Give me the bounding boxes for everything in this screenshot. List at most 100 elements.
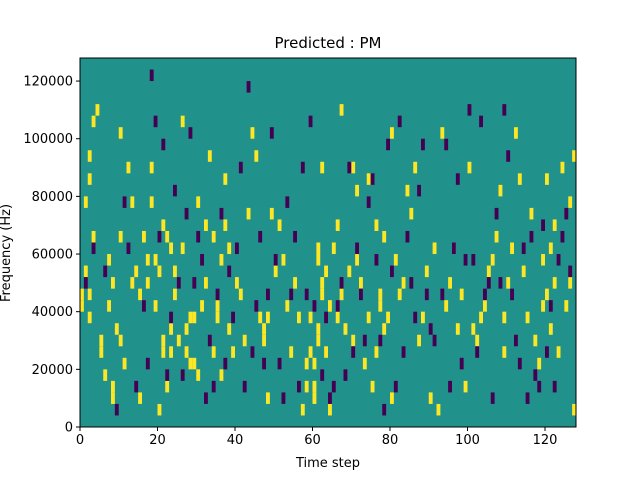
heatmap-cell-low [448, 381, 452, 393]
heatmap-cell-low [351, 346, 355, 358]
heatmap-cell-high [200, 300, 204, 312]
heatmap-cell-high [130, 196, 134, 208]
heatmap-cell-high [92, 116, 96, 128]
heatmap-cell-low [216, 289, 220, 301]
heatmap-cell-high [146, 277, 150, 289]
heatmap-cell-high [185, 346, 189, 358]
heatmap-cell-high [328, 300, 332, 312]
heatmap-cell-high [262, 323, 266, 335]
heatmap-cell-high [84, 196, 88, 208]
heatmap-cell-high [80, 289, 84, 301]
heatmap-cell-high [192, 358, 196, 370]
heatmap-cell-low [200, 254, 204, 266]
heatmap-cell-high [344, 323, 348, 335]
heatmap-cell-high [514, 127, 518, 139]
heatmap-cell-high [305, 381, 309, 393]
heatmap-cell-low [460, 358, 464, 370]
y-tick-label: 80000 [32, 190, 73, 205]
heatmap-cell-low [471, 254, 475, 266]
heatmap-cell-high [425, 266, 429, 278]
heatmap-cell-high [220, 254, 224, 266]
heatmap-cell-high [475, 335, 479, 347]
heatmap-cell-low [324, 312, 328, 324]
heatmap-cell-high [460, 289, 464, 301]
heatmap-cell-high [185, 323, 189, 335]
heatmap-cell-high [88, 312, 92, 324]
heatmap-cell-low [444, 139, 448, 151]
heatmap-cell-low [134, 381, 138, 393]
heatmap-cell-low [518, 358, 522, 370]
heatmap-cell-low [336, 300, 340, 312]
heatmap-cell-high [313, 358, 317, 370]
heatmap-cell-high [468, 162, 472, 174]
x-tick-label: 60 [304, 433, 321, 448]
heatmap-cell-high [316, 254, 320, 266]
x-tick-label: 40 [227, 433, 244, 448]
heatmap-cell-high [169, 243, 173, 255]
heatmap-cell-low [413, 312, 417, 324]
heatmap-cell-high [192, 312, 196, 324]
heatmap-cell-high [336, 312, 340, 324]
heatmap-cell-high [138, 392, 142, 404]
heatmap-cell-high [324, 346, 328, 358]
heatmap-cell-low [510, 289, 514, 301]
heatmap-cell-high [541, 300, 545, 312]
heatmap-cell-high [239, 289, 243, 301]
heatmap-cell-high [204, 277, 208, 289]
heatmap-cell-low [204, 392, 208, 404]
heatmap-cell-high [127, 162, 131, 174]
heatmap-cell-high [266, 392, 270, 404]
heatmap-cell-low [165, 369, 169, 381]
heatmap-cell-low [251, 346, 255, 358]
heatmap-cell-low [297, 381, 301, 393]
heatmap-cell-high [316, 243, 320, 255]
heatmap-cell-high [119, 335, 123, 347]
heatmap-cell-low [452, 243, 456, 255]
heatmap-cell-high [541, 254, 545, 266]
heatmap-cell-high [111, 277, 115, 289]
heatmap-cell-low [208, 335, 212, 347]
heatmap-cell-low [549, 300, 553, 312]
chart-title: Predicted : PM [275, 34, 382, 52]
heatmap-cell-high [355, 254, 359, 266]
heatmap-cell-high [502, 346, 506, 358]
heatmap-cell-high [499, 185, 503, 197]
heatmap-cell-high [545, 173, 549, 185]
heatmap-cell-low [390, 266, 394, 278]
y-tick-label: 0 [65, 421, 73, 436]
heatmap-cell-low [173, 185, 177, 197]
heatmap-cell-high [251, 127, 255, 139]
heatmap-cell-high [266, 312, 270, 324]
heatmap-cell-high [293, 277, 297, 289]
heatmap-cell-high [111, 381, 115, 393]
heatmap-cell-high [107, 300, 111, 312]
heatmap-cell-high [177, 335, 181, 347]
heatmap-cell-high [189, 312, 193, 324]
heatmap-cell-low [223, 358, 227, 370]
heatmap-cell-low [398, 116, 402, 128]
heatmap-cell-low [557, 254, 561, 266]
x-tick-label: 120 [533, 433, 558, 448]
heatmap-cell-low [464, 254, 468, 266]
heatmap-cell-low [169, 312, 173, 324]
heatmap-cell-low [239, 162, 243, 174]
heatmap-cell-high [243, 335, 247, 347]
heatmap-cell-high [313, 381, 317, 393]
y-tick-label: 100000 [23, 132, 73, 147]
heatmap-cell-high [309, 346, 313, 358]
heatmap-cell-low [142, 300, 146, 312]
heatmap-cell-low [537, 381, 541, 393]
heatmap-cell-low [402, 346, 406, 358]
heatmap-cell-high [320, 289, 324, 301]
heatmap-cell-low [530, 231, 534, 243]
heatmap-cell-high [161, 219, 165, 231]
heatmap-cell-high [289, 346, 293, 358]
y-tick-label: 20000 [32, 363, 73, 378]
heatmap-cell-low [375, 254, 379, 266]
heatmap-cell-high [351, 162, 355, 174]
heatmap-cell-high [103, 369, 107, 381]
heatmap-cell-low [363, 335, 367, 347]
heatmap-cell-high [487, 266, 491, 278]
heatmap-cell-high [390, 127, 394, 139]
